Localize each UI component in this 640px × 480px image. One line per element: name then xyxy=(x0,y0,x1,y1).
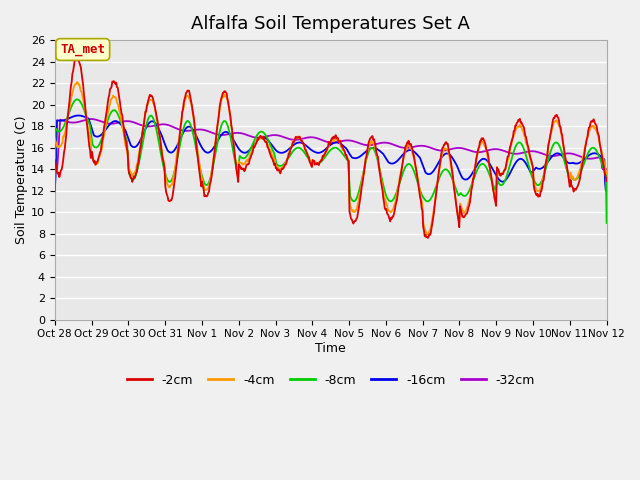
Title: Alfalfa Soil Temperatures Set A: Alfalfa Soil Temperatures Set A xyxy=(191,15,470,33)
Y-axis label: Soil Temperature (C): Soil Temperature (C) xyxy=(15,116,28,244)
X-axis label: Time: Time xyxy=(316,342,346,355)
Text: TA_met: TA_met xyxy=(60,43,105,56)
Legend: -2cm, -4cm, -8cm, -16cm, -32cm: -2cm, -4cm, -8cm, -16cm, -32cm xyxy=(122,369,540,392)
